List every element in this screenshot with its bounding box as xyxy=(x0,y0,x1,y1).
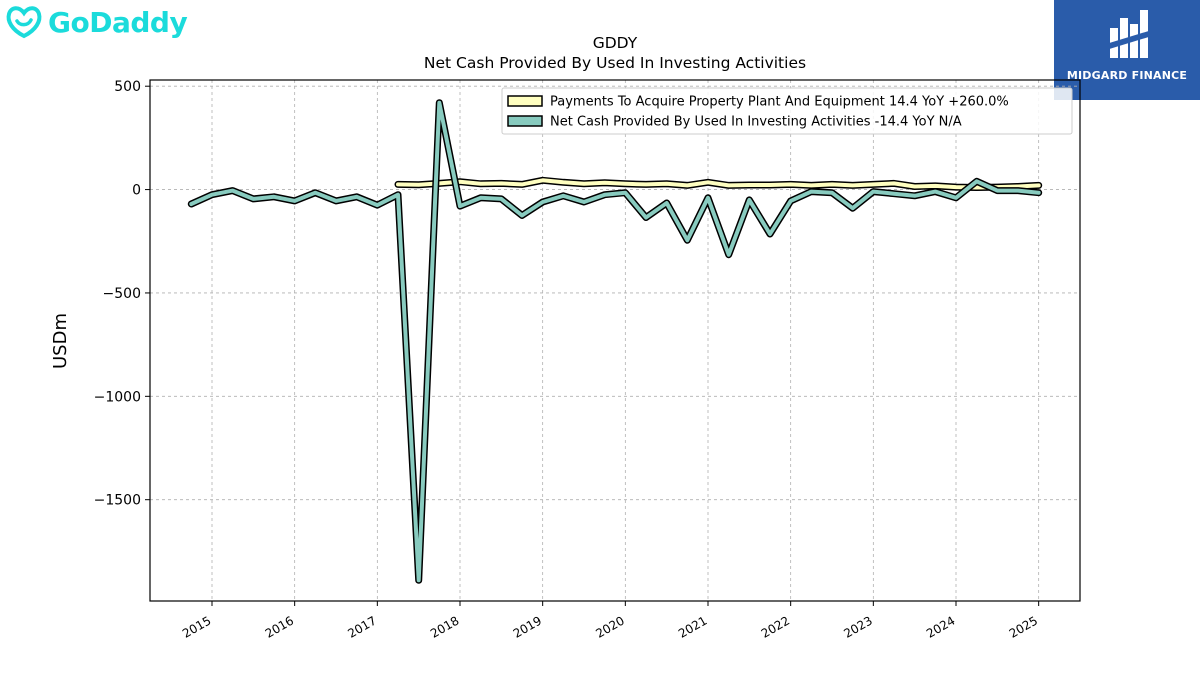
x-tick-label: 2015 xyxy=(180,613,213,640)
y-axis-label: USDm xyxy=(50,313,71,369)
midgard-finance-logo-icon xyxy=(1106,10,1152,58)
y-tick-label: −1000 xyxy=(94,389,141,405)
y-tick-label: −1500 xyxy=(94,493,141,509)
chart-subtitle: Net Cash Provided By Used In Investing A… xyxy=(424,54,806,72)
y-tick-label: 500 xyxy=(114,79,141,95)
x-tick-label: 2019 xyxy=(511,613,544,640)
x-tick-label: 2018 xyxy=(428,613,461,640)
y-tick-label: 0 xyxy=(132,183,141,199)
x-tick-label: 2021 xyxy=(676,613,709,640)
grid xyxy=(150,80,1080,601)
midgard-finance-logo-text: MIDGARD FINANCE xyxy=(1066,69,1188,82)
legend-swatch xyxy=(507,95,543,107)
godaddy-logo-icon xyxy=(6,6,42,39)
series-0-line xyxy=(396,178,1041,190)
y-axis: 500 0 −500 −1000 −1500 xyxy=(94,79,150,509)
legend-label: Payments To Acquire Property Plant And E… xyxy=(550,95,1009,110)
legend-box xyxy=(501,87,1073,135)
x-tick-label: 2022 xyxy=(759,613,792,640)
x-tick-label: 2017 xyxy=(345,613,378,640)
x-tick-label: 2023 xyxy=(841,613,874,640)
x-tick-label: 2025 xyxy=(1007,613,1040,640)
godaddy-logo-text: GoDaddy xyxy=(48,5,188,39)
godaddy-logo: GoDaddy xyxy=(4,4,188,40)
legend-label: Net Cash Provided By Used In Investing A… xyxy=(550,115,962,130)
x-tick-label: 2020 xyxy=(593,613,626,640)
series-layer xyxy=(187,99,1043,584)
legend-swatch xyxy=(507,115,543,127)
series-1-outline xyxy=(187,99,1043,584)
plot-frame xyxy=(149,79,1081,602)
x-tick-label: 2024 xyxy=(924,613,957,640)
x-tick-label: 2016 xyxy=(263,613,296,640)
midgard-finance-logo: MIDGARD FINANCE xyxy=(1054,0,1200,100)
y-tick-label: −500 xyxy=(103,286,141,302)
chart-title: GDDY xyxy=(593,34,638,52)
x-axis: 2015 2016 2017 2018 2019 2020 2021 2022 2023 2024… xyxy=(180,601,1040,641)
series-1-line xyxy=(189,100,1041,583)
legend: Payments To Acquire Property Plant And E… xyxy=(501,87,1073,135)
